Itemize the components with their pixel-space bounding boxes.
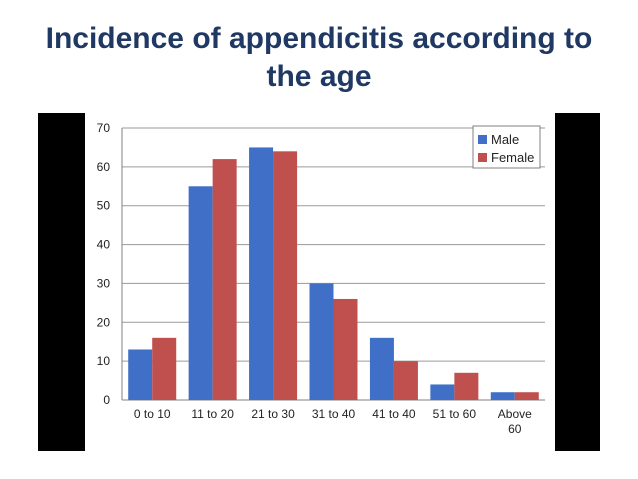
bar-male-5: [430, 384, 455, 400]
slide-title-line-1: Incidence of appendicitis according to: [45, 22, 593, 55]
x-tick-label: 0 to 10: [134, 407, 171, 421]
legend-label-female: Female: [491, 150, 534, 165]
bar-female-2: [273, 151, 298, 400]
x-tick-label: 41 to 40: [372, 407, 416, 421]
y-tick-label: 0: [103, 393, 110, 407]
bar-male-3: [309, 283, 334, 400]
legend-swatch-female: [478, 153, 487, 162]
bar-male-0: [128, 349, 153, 400]
bar-female-6: [514, 392, 539, 400]
x-tick-label: 31 to 40: [312, 407, 356, 421]
legend-label-male: Male: [491, 132, 519, 147]
bar-male-1: [188, 186, 213, 400]
y-tick-label: 40: [97, 238, 111, 252]
y-tick-label: 30: [97, 276, 111, 290]
y-tick-label: 50: [97, 199, 111, 213]
y-tick-label: 60: [97, 160, 111, 174]
bar-male-6: [490, 392, 515, 400]
bar-female-5: [454, 372, 479, 400]
bar-female-4: [393, 361, 418, 400]
bar-male-4: [369, 337, 394, 400]
x-tick-label: 51 to 60: [433, 407, 477, 421]
slide-title: Incidence of appendicitis according to t…: [0, 20, 638, 96]
legend-swatch-male: [478, 135, 487, 144]
x-tick-label: 21 to 30: [251, 407, 295, 421]
y-tick-label: 20: [97, 315, 111, 329]
y-tick-label: 10: [97, 354, 111, 368]
bar-female-0: [152, 337, 177, 400]
x-tick-label: 60: [508, 422, 522, 436]
x-tick-label: 11 to 20: [191, 407, 234, 421]
bar-male-2: [249, 147, 274, 400]
bar-female-3: [333, 298, 358, 400]
y-tick-label: 70: [97, 121, 111, 135]
slide-title-line-2: the age: [266, 60, 372, 93]
bar-female-1: [212, 159, 237, 400]
x-tick-label: Above: [498, 407, 532, 421]
